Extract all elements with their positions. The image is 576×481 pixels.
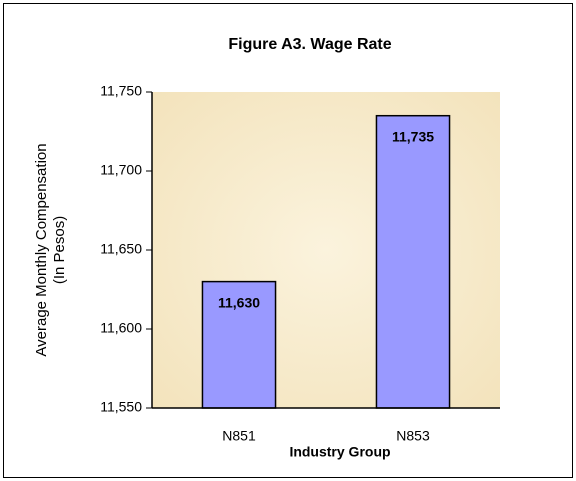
bar <box>375 114 451 409</box>
y-axis-label: (In Pesos) <box>51 216 68 284</box>
x-tick-label: N851 <box>222 428 256 444</box>
y-tick-label: 11,650 <box>100 241 142 257</box>
y-tick-label: 11,550 <box>100 399 142 415</box>
x-axis-label: Industry Group <box>289 444 390 460</box>
y-tick-label: 11,700 <box>100 162 142 178</box>
y-tick-label: 11,750 <box>100 83 142 99</box>
y-tick-label: 11,600 <box>100 320 142 336</box>
y-axis-label: Average Monthly Compensation <box>33 143 50 356</box>
chart-title: Figure A3. Wage Rate <box>228 36 391 53</box>
data-label: 11,630 <box>218 294 260 310</box>
x-tick-label: N853 <box>396 428 430 444</box>
data-label: 11,735 <box>392 128 434 144</box>
